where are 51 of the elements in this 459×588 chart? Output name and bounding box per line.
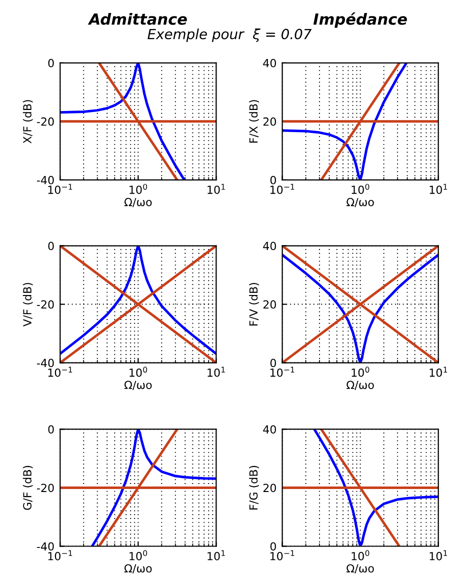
y-tick-label: 20 [263, 117, 276, 126]
y-tick-label: 0 [48, 425, 54, 434]
y-tick-label: 0 [270, 358, 276, 368]
x-tick-label: 10$^{1}$ [208, 366, 225, 377]
x-axis-title: Ω/ωo [124, 198, 152, 208]
y-tick-label: -20 [36, 484, 54, 492]
y-axis-title: F/G (dB) [249, 466, 259, 510]
y-tick-label: 40 [263, 242, 276, 250]
x-tick-label: 10$^{1}$ [430, 184, 448, 194]
y-axis-title: V/F (dB) [22, 282, 33, 327]
x-tick-label: 10$^{1}$ [430, 550, 448, 560]
y-tick-label: 20 [263, 300, 276, 309]
y-axis-title: G/F (dB) [22, 466, 33, 510]
y-tick-label: 0 [270, 542, 276, 551]
x-tick-label: 10$^{−1}$ [270, 366, 294, 377]
x-axis-title: Ω/ωo [124, 380, 152, 390]
y-tick-label: -40 [36, 176, 54, 184]
x-tick-label: 10$^{−1}$ [270, 550, 294, 560]
y-tick-label: -20 [36, 117, 54, 126]
chart-title: Impédance [313, 12, 407, 28]
y-tick-label: 0 [48, 242, 54, 250]
x-tick-label: 10$^{0}$ [352, 366, 370, 377]
chart-subtitle: Exemple pour ξ = 0.07 [148, 28, 312, 42]
x-tick-label: 10$^{−1}$ [48, 366, 72, 377]
x-axis-title: Ω/ωo [346, 380, 374, 390]
y-axis-title: F/X (dB) [249, 100, 259, 143]
y-tick-label: -20 [36, 300, 54, 309]
x-tick-label: 10$^{−1}$ [48, 550, 72, 560]
x-axis-title: Ω/ωo [346, 198, 374, 208]
x-tick-label: 10$^{0}$ [130, 184, 148, 194]
x-tick-label: 10$^{−1}$ [270, 184, 294, 194]
x-axis-title: Ω/ωo [346, 564, 374, 574]
x-tick-label: 10$^{1}$ [430, 366, 448, 377]
y-tick-label: 0 [48, 58, 54, 68]
x-tick-label: 10$^{1}$ [208, 550, 225, 560]
x-tick-label: 10$^{0}$ [352, 550, 370, 560]
chart-title: Admittance [88, 13, 187, 25]
x-axis-title: Ω/ωo [124, 564, 152, 574]
y-tick-label: 0 [270, 176, 276, 184]
x-tick-label: 10$^{1}$ [208, 184, 225, 194]
y-axis-title: X/F (dB) [22, 100, 33, 144]
x-tick-label: 10$^{0}$ [130, 366, 148, 377]
y-tick-label: 40 [263, 425, 276, 434]
x-tick-label: 10$^{0}$ [352, 184, 370, 194]
y-tick-label: -40 [36, 542, 54, 551]
y-tick-label: 20 [263, 484, 276, 492]
y-axis-title: F/V (dB) [249, 282, 259, 326]
x-tick-label: 10$^{0}$ [130, 550, 148, 560]
x-tick-label: 10$^{−1}$ [48, 184, 72, 194]
y-tick-label: -40 [36, 358, 54, 368]
y-tick-label: 40 [263, 58, 276, 68]
